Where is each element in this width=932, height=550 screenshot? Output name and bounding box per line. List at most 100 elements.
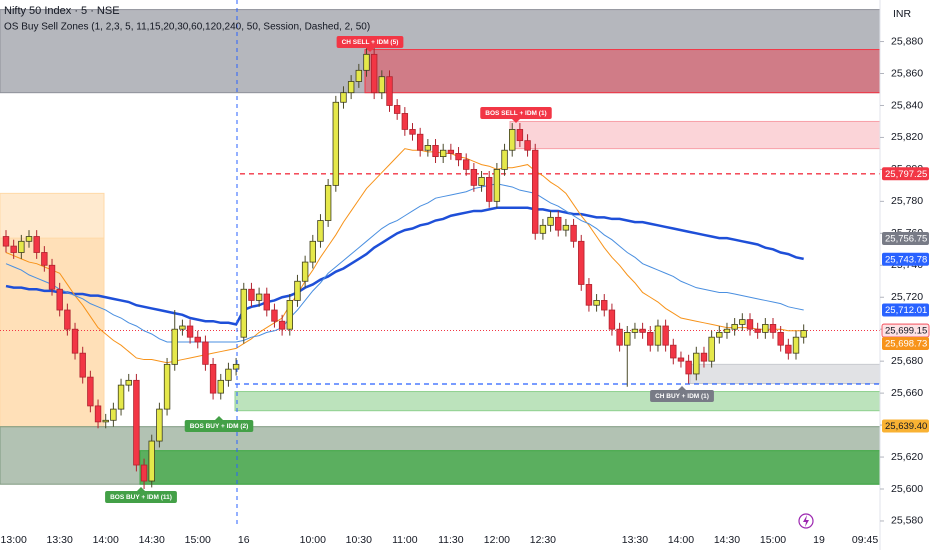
- annotation-box: [105, 491, 177, 503]
- candle-body: [278, 320, 286, 330]
- x-tick-label: 15:00: [760, 534, 786, 546]
- candle-body: [71, 328, 79, 354]
- candle-body: [209, 363, 217, 394]
- zone: [0, 9, 880, 94]
- price-label: 25,712.01: [885, 305, 927, 316]
- candle-body: [647, 331, 654, 346]
- price-label-box: [882, 419, 929, 433]
- annotation-box: [336, 36, 404, 48]
- x-tick-label: 16: [238, 534, 250, 546]
- candle-body: [654, 325, 662, 346]
- y-tick-label: 25,880: [891, 35, 923, 47]
- annotation-pointer: [215, 416, 223, 420]
- candle-body: [462, 159, 470, 170]
- candle-body: [194, 336, 201, 343]
- candle-body: [486, 176, 493, 202]
- currency-label: INR: [893, 8, 912, 20]
- candle-body: [117, 384, 125, 410]
- annotation-text: BOS SELL + IDM (1): [485, 110, 546, 117]
- candle-body: [10, 245, 17, 253]
- candle-body: [639, 328, 646, 333]
- y-tick-label: 25,620: [891, 451, 923, 463]
- candle-body: [317, 220, 324, 242]
- candle-body: [547, 216, 554, 226]
- candle-body: [578, 240, 585, 285]
- annotation-text: CH BUY + IDM (1): [655, 393, 709, 400]
- candle-body: [432, 145, 439, 158]
- axes: 25,58025,60025,62025,64025,66025,68025,7…: [1, 35, 930, 546]
- price-label-box: [882, 337, 929, 351]
- x-tick-label: 15:00: [185, 534, 211, 546]
- candle-body: [777, 331, 784, 346]
- x-tick-label: 13:00: [1, 534, 27, 546]
- annotation-text: CH SELL + IDM (5): [342, 39, 399, 46]
- x-tick-label: 14:00: [93, 534, 119, 546]
- candle-body: [33, 236, 40, 253]
- candle-body: [624, 331, 631, 346]
- zone: [234, 391, 880, 412]
- annotation-box: [650, 390, 714, 402]
- x-tick-label: 10:00: [300, 534, 326, 546]
- candle-body: [570, 224, 577, 242]
- x-tick-label: 10:30: [346, 534, 372, 546]
- candle-body: [723, 328, 731, 333]
- candle-body: [532, 149, 539, 234]
- zone: [364, 49, 880, 94]
- x-tick-label: 11:30: [438, 534, 464, 546]
- candle-body: [110, 408, 117, 421]
- candle-body: [148, 440, 155, 482]
- candle-body: [140, 464, 148, 482]
- annotation-pointer: [512, 119, 520, 123]
- x-tick-label: 14:30: [139, 534, 165, 546]
- ma-line: [5, 148, 804, 364]
- candle-body: [309, 240, 316, 263]
- candle-body: [56, 288, 63, 311]
- candle-body: [163, 363, 171, 410]
- candle-body: [225, 368, 232, 381]
- candle-body: [708, 336, 715, 362]
- candle-body: [677, 357, 685, 362]
- candle-body: [616, 328, 623, 346]
- candle-body: [133, 379, 140, 466]
- annotation-text: BOS BUY + IDM (11): [110, 494, 172, 501]
- flash-icon[interactable]: [798, 513, 814, 529]
- x-tick-label: 09:45: [852, 534, 878, 546]
- candle-body: [393, 105, 401, 114]
- flash-icon-bolt: [803, 515, 809, 527]
- plot-area: [0, 9, 880, 490]
- candle-body: [593, 300, 600, 306]
- candle-body: [662, 325, 669, 346]
- price-label: 25,639.40: [885, 421, 927, 432]
- candle-body: [585, 284, 593, 306]
- candle-body: [340, 92, 347, 103]
- candle-body: [401, 113, 409, 130]
- candle-body: [754, 328, 761, 333]
- y-tick-label: 25,820: [891, 131, 923, 143]
- y-tick-label: 25,680: [891, 355, 923, 367]
- price-label-box: [882, 303, 929, 317]
- x-tick-label: 11:00: [392, 534, 418, 546]
- overlay: CH SELL + IDM (5) BOS SELL + IDM (1) CH BU…: [105, 36, 714, 503]
- candle-body: [785, 344, 792, 354]
- candle-body: [156, 408, 163, 442]
- ma-line: [5, 183, 804, 343]
- candle-body: [386, 76, 393, 106]
- candle-body: [685, 360, 692, 375]
- zone: [689, 363, 880, 385]
- candle-body: [478, 176, 485, 186]
- candle-body: [555, 216, 562, 231]
- ma-line: [5, 206, 804, 326]
- price-axis-panel: [880, 0, 932, 550]
- candle-body: [48, 264, 56, 290]
- indicator-label: OS Buy Sell Zones (1, 2,3, 5, 11,15,20,3…: [4, 22, 370, 33]
- candle-body: [217, 379, 224, 394]
- x-tick-label: 12:00: [484, 534, 510, 546]
- candle-body: [240, 288, 247, 338]
- x-tick-label: 13:30: [47, 534, 73, 546]
- candle-body: [493, 168, 501, 202]
- y-tick-label: 25,840: [891, 99, 923, 111]
- y-tick-label: 25,660: [891, 387, 923, 399]
- candle-body: [693, 352, 700, 375]
